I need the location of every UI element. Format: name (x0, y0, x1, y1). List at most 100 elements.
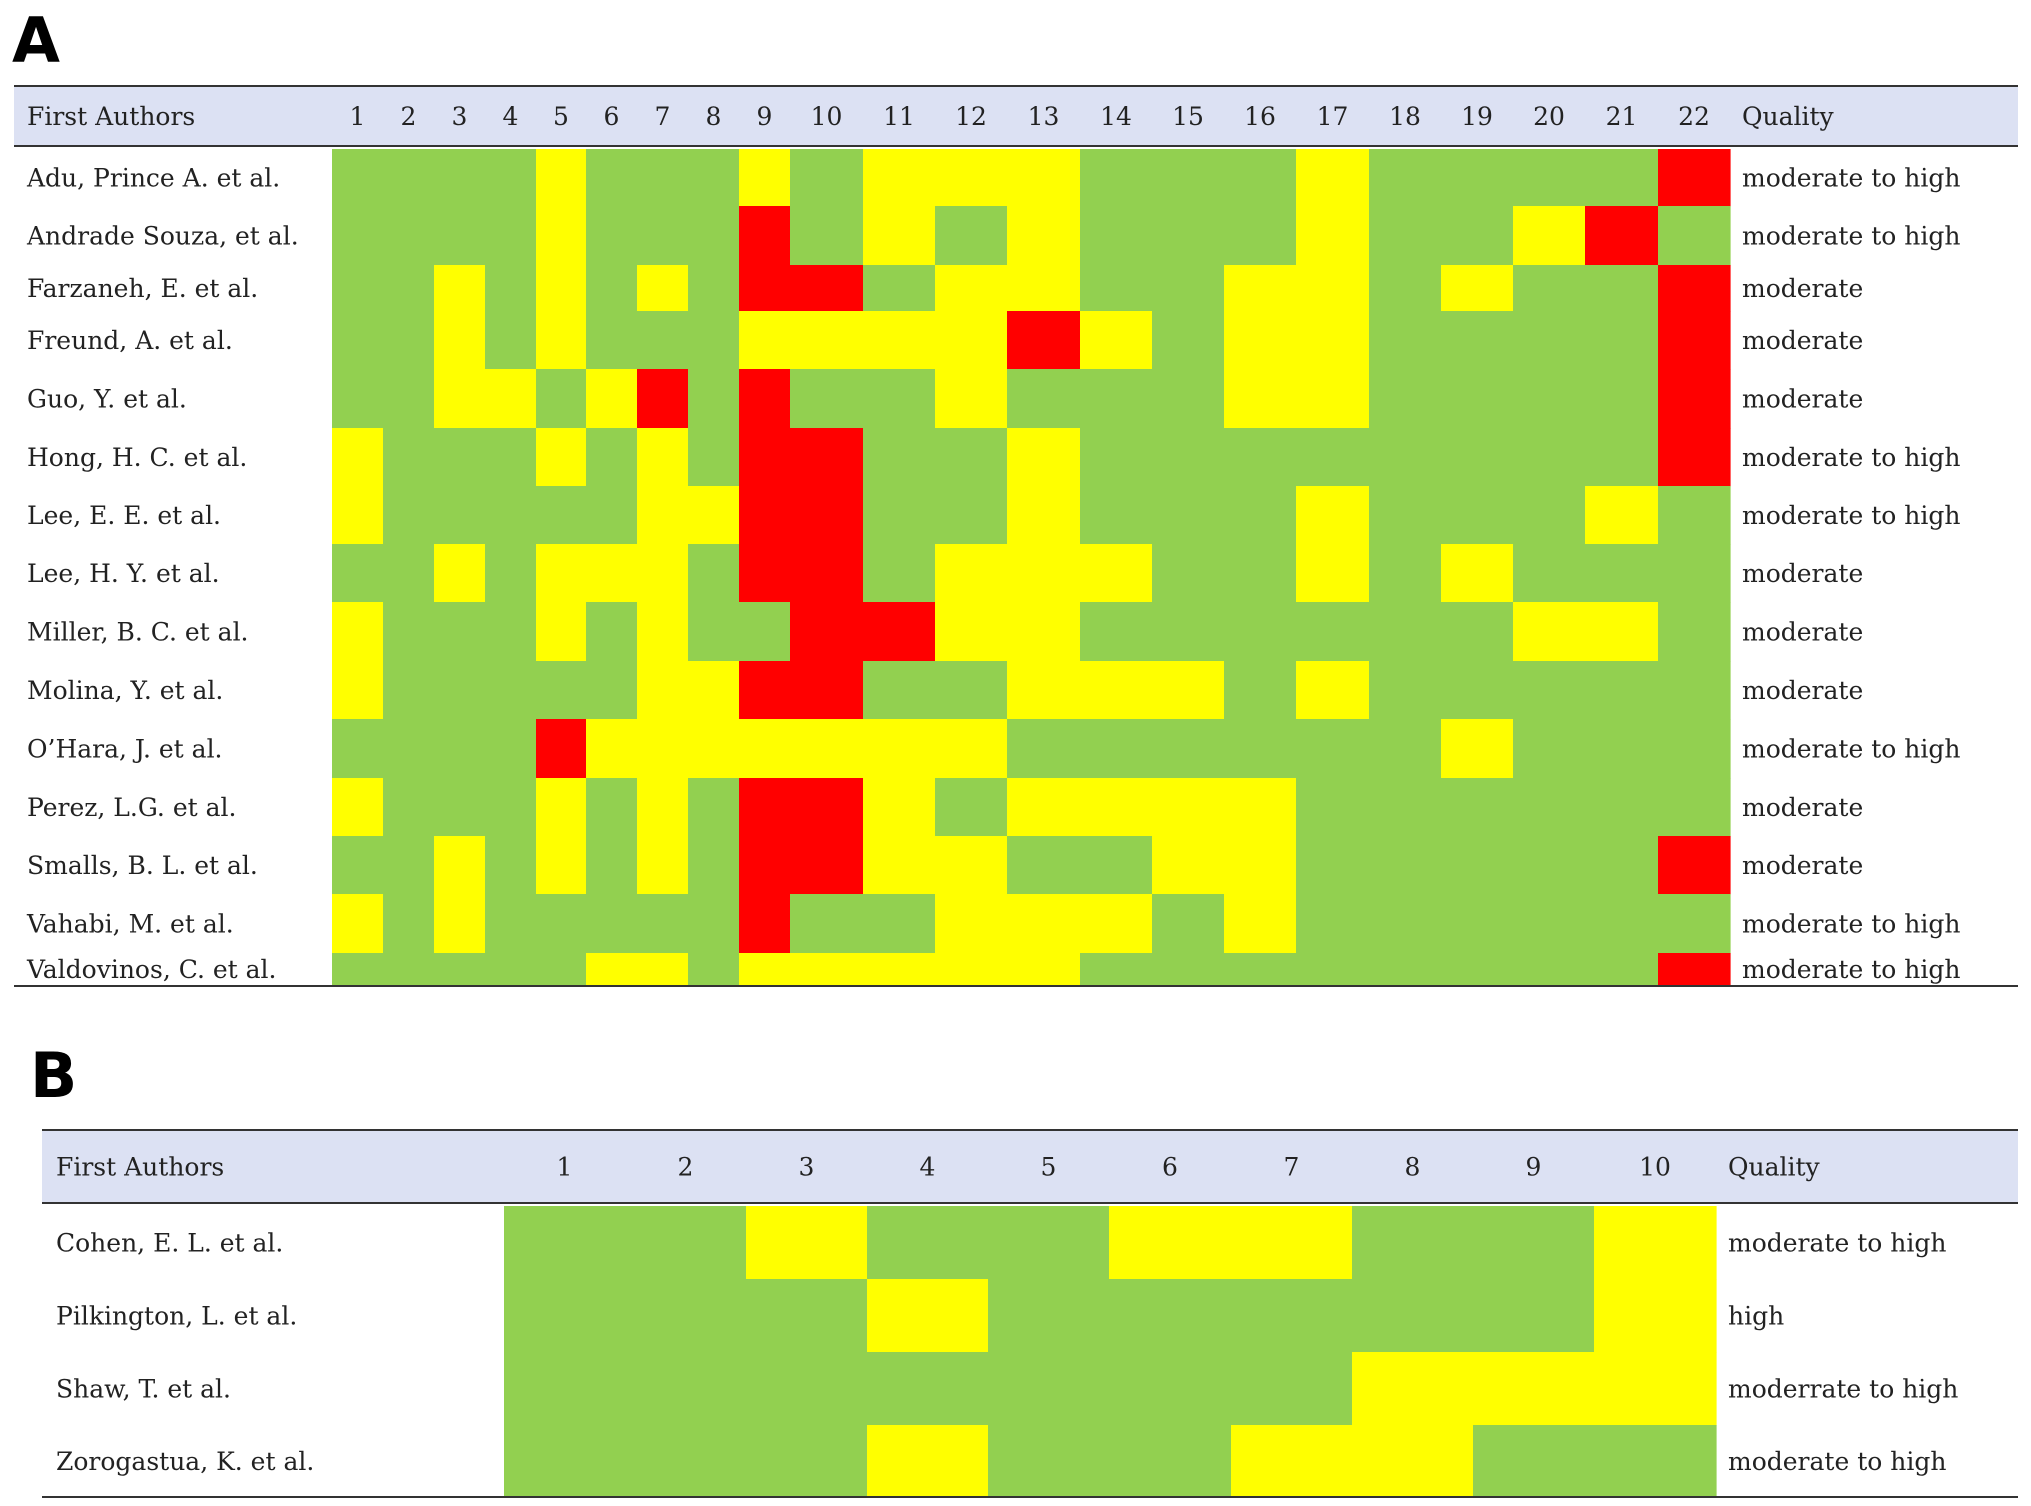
heatmap-cell (1594, 1425, 1717, 1498)
quality-header: Quality (1742, 102, 1835, 131)
heatmap-cell (790, 149, 864, 207)
quality-label: moderrate to high (1728, 1375, 1958, 1404)
heatmap-cell (536, 836, 587, 895)
heatmap-cell (688, 778, 740, 837)
heatmap-cell (1585, 836, 1659, 895)
author-label: O’Hara, J. et al. (27, 735, 223, 764)
column-header-6: 6 (604, 102, 620, 131)
column-header-13: 13 (1028, 102, 1060, 131)
heatmap-cell (1224, 149, 1297, 207)
heatmap-cell (1658, 661, 1731, 720)
heatmap-cell (863, 428, 936, 487)
heatmap-cell (739, 661, 791, 720)
heatmap-cell (1441, 149, 1514, 207)
heatmap-cell (536, 265, 587, 312)
heatmap-cell (1296, 544, 1370, 603)
heatmap-cell (739, 149, 791, 207)
quality-label: moderate (1742, 559, 1863, 588)
heatmap-cell (1658, 486, 1731, 545)
heatmap-cell (739, 206, 791, 266)
heatmap-cell (1224, 953, 1297, 986)
heatmap-cell (935, 486, 1008, 545)
heatmap-cell (1224, 602, 1297, 662)
heatmap-cell (1296, 602, 1370, 662)
heatmap-cell (863, 149, 936, 207)
quality-label: moderate (1742, 793, 1863, 822)
heatmap-cell (536, 149, 587, 207)
heatmap-cell (1594, 1206, 1717, 1280)
heatmap-cell (383, 661, 435, 720)
heatmap-cell (746, 1279, 868, 1353)
heatmap-cell (1007, 369, 1081, 429)
heatmap-cell (586, 369, 638, 429)
heatmap-cell (332, 265, 384, 312)
column-header-6: 6 (1162, 1153, 1178, 1182)
heatmap-cell (988, 1352, 1110, 1426)
heatmap-cell (332, 953, 384, 986)
heatmap-cell (1441, 894, 1514, 954)
heatmap-cell (485, 894, 537, 954)
quality-label: moderate to high (1728, 1447, 1946, 1476)
heatmap-cell (935, 544, 1008, 603)
heatmap-cell (1224, 311, 1297, 370)
heatmap-cell (485, 836, 537, 895)
author-label: Farzaneh, E. et al. (27, 274, 258, 303)
heatmap-cell (1441, 778, 1514, 837)
heatmap-cell (637, 661, 689, 720)
heatmap-cell (332, 369, 384, 429)
heatmap-cell (625, 1279, 747, 1353)
author-label: Pilkington, L. et al. (56, 1302, 297, 1331)
heatmap-cell (1224, 661, 1297, 720)
heatmap-cell (637, 953, 689, 986)
heatmap-cell (1080, 206, 1153, 266)
heatmap-cell (1369, 602, 1442, 662)
heatmap-cell (1352, 1352, 1474, 1426)
column-header-5: 5 (553, 102, 569, 131)
heatmap-cell (1441, 486, 1514, 545)
author-label: Miller, B. C. et al. (27, 618, 249, 647)
heatmap-cell (1152, 206, 1225, 266)
column-header-8: 8 (1405, 1153, 1421, 1182)
column-header-1: 1 (350, 102, 366, 131)
quality-label: moderate to high (1742, 735, 1960, 764)
author-label: Molina, Y. et al. (27, 676, 223, 705)
heatmap-cell (637, 311, 689, 370)
heatmap-cell (1007, 661, 1081, 720)
heatmap-cell (1231, 1425, 1353, 1498)
heatmap-cell (1513, 486, 1586, 545)
column-header-8: 8 (706, 102, 722, 131)
heatmap-cell (935, 953, 1008, 986)
heatmap-cell (1658, 149, 1731, 207)
column-header-15: 15 (1172, 102, 1204, 131)
heatmap-cell (746, 1425, 868, 1498)
heatmap-cell (1152, 369, 1225, 429)
heatmap-cell (332, 486, 384, 545)
heatmap-cell (434, 369, 486, 429)
heatmap-cell (863, 602, 936, 662)
heatmap-cell (1473, 1206, 1595, 1280)
heatmap-cell (1441, 719, 1514, 779)
heatmap-cell (1080, 311, 1153, 370)
quality-label: high (1728, 1302, 1784, 1331)
heatmap-cell (1080, 486, 1153, 545)
heatmap-cell (1152, 894, 1225, 954)
column-header-7: 7 (655, 102, 671, 131)
heatmap-cell (332, 778, 384, 837)
heatmap-cell (863, 265, 936, 312)
heatmap-cell (1369, 894, 1442, 954)
heatmap-cell (1080, 953, 1153, 986)
heatmap-cell (790, 265, 864, 312)
heatmap-cell (1007, 544, 1081, 603)
column-header-1: 1 (557, 1153, 573, 1182)
heatmap-cell (1007, 719, 1081, 779)
heatmap-cell (485, 544, 537, 603)
heatmap-cell (1369, 369, 1442, 429)
heatmap-cell (1296, 206, 1370, 266)
heatmap-cell (586, 836, 638, 895)
heatmap-cell (625, 1425, 747, 1498)
heatmap-cell (637, 265, 689, 312)
heatmap-cell (383, 719, 435, 779)
heatmap-cell (1007, 894, 1081, 954)
author-label: Guo, Y. et al. (27, 385, 187, 414)
heatmap-cell (1658, 953, 1731, 986)
